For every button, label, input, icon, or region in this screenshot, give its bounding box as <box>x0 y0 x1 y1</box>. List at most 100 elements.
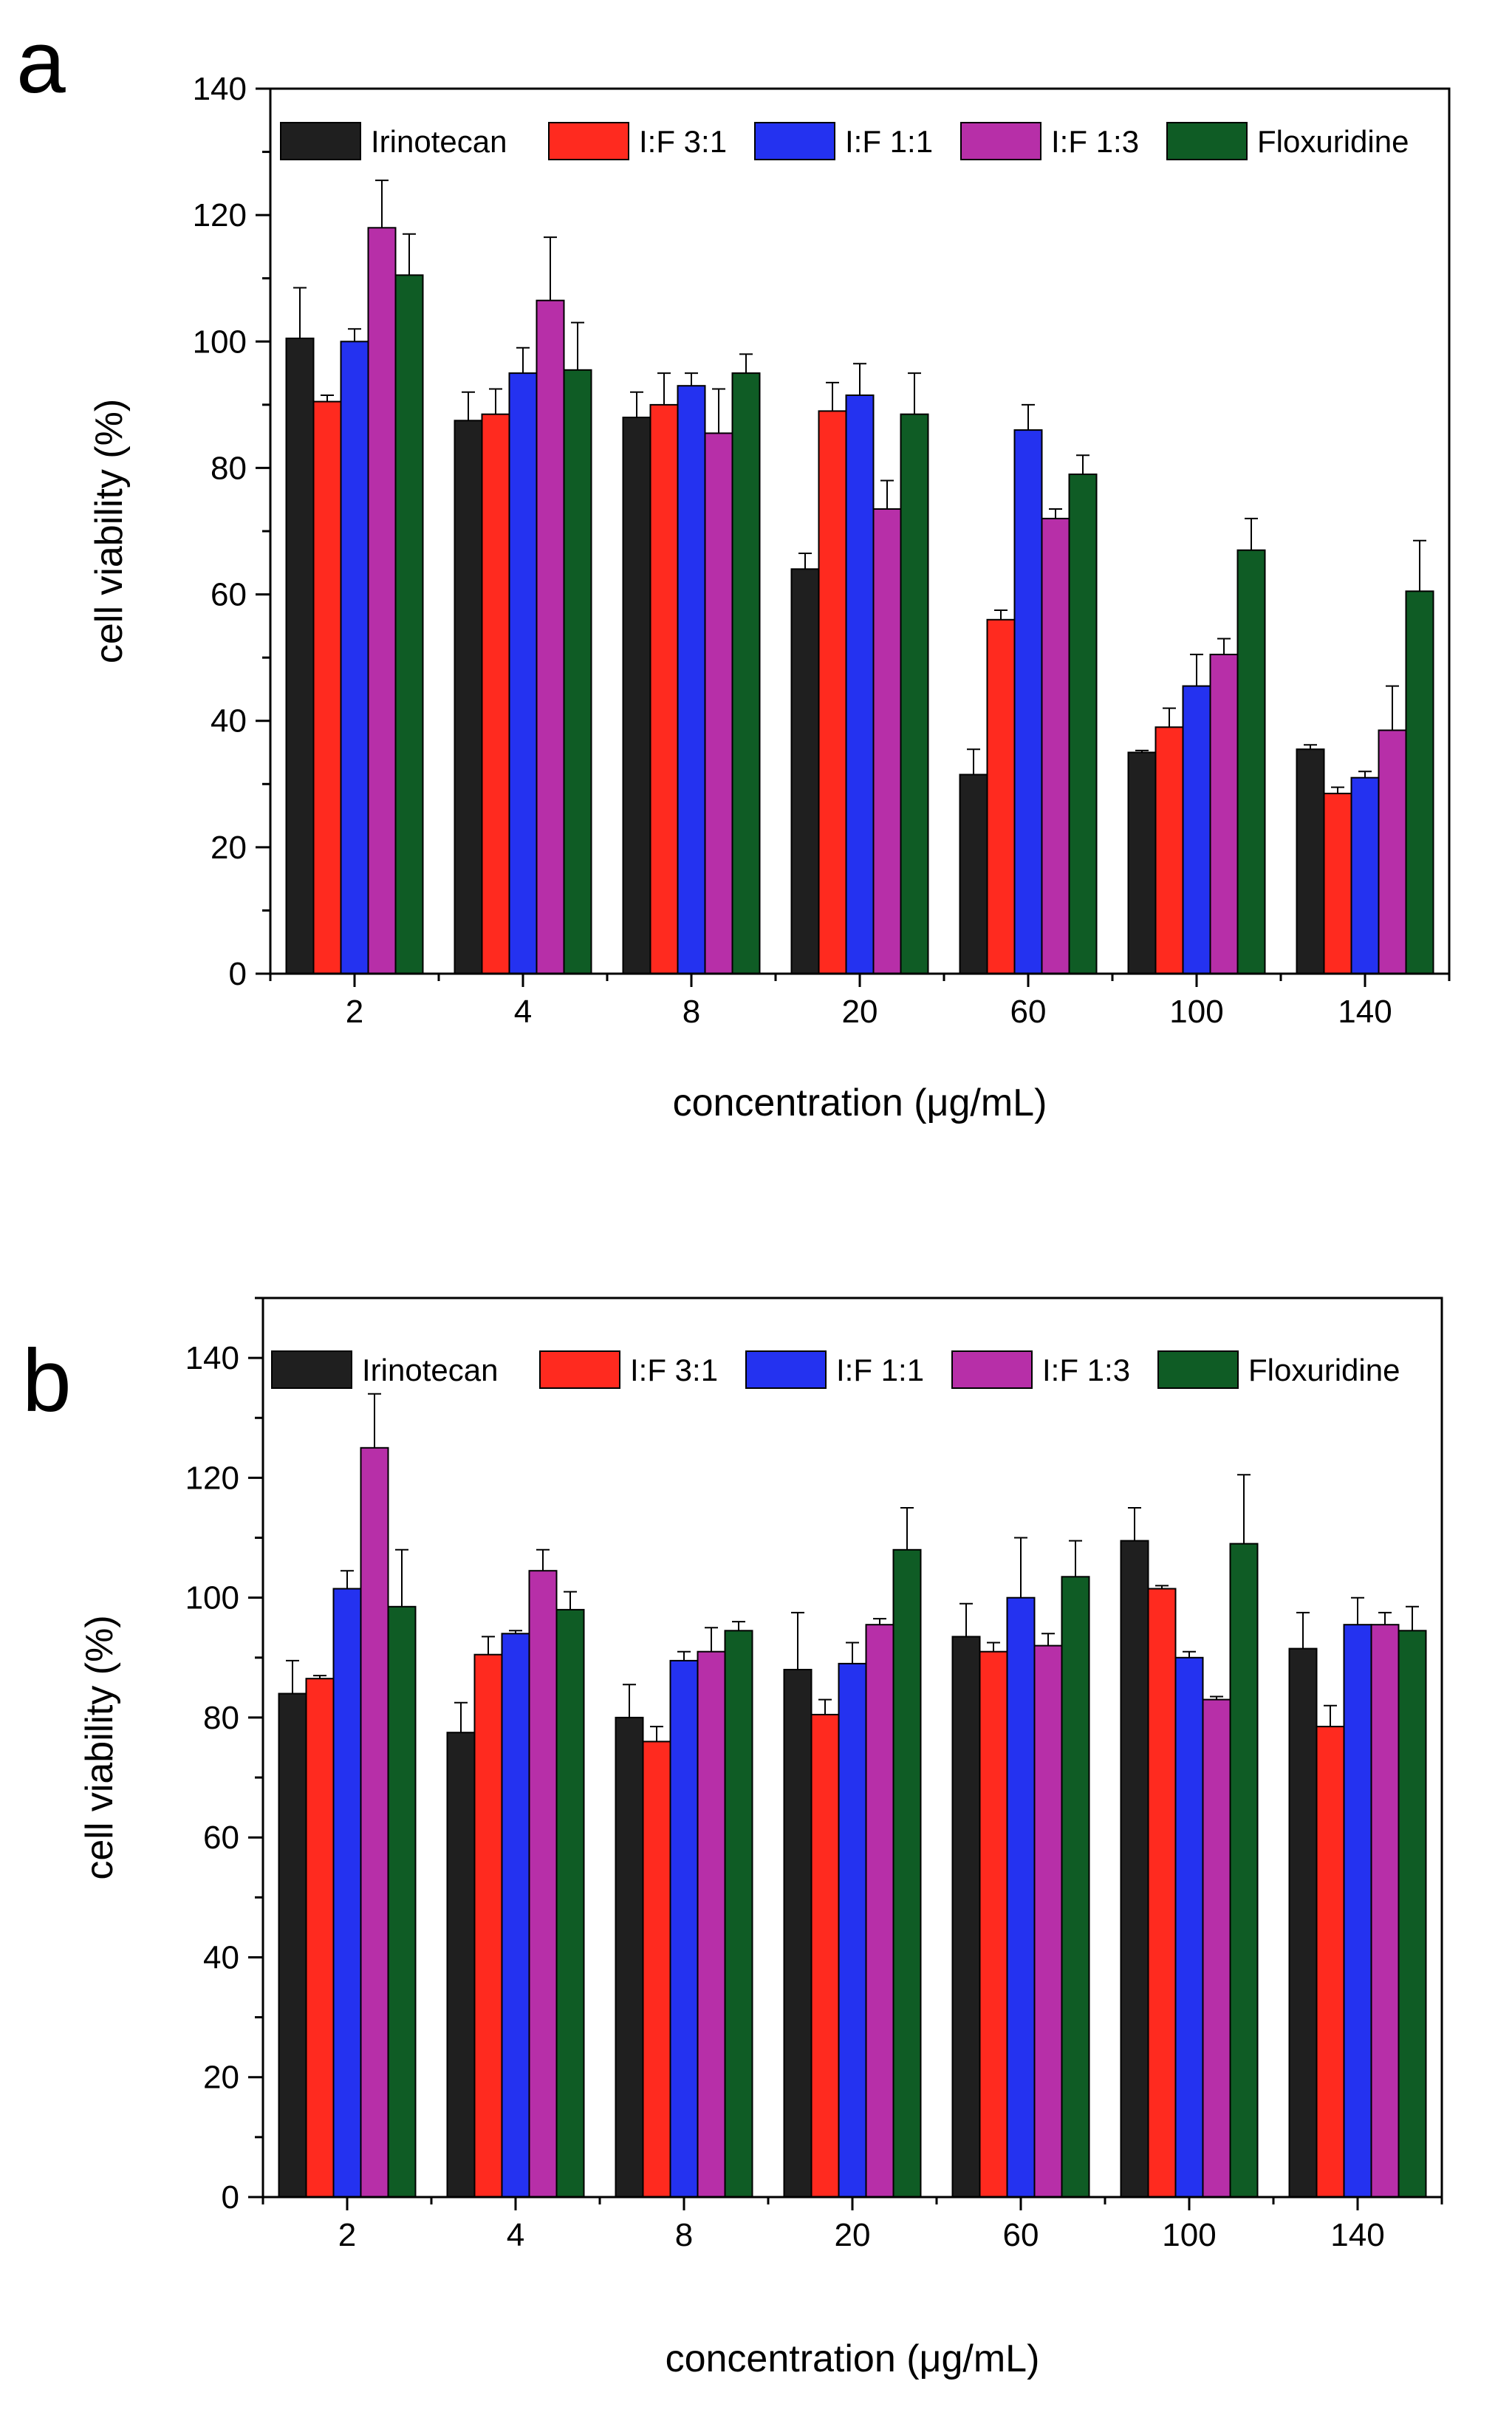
legend-label: Floxuridine <box>1248 1353 1400 1387</box>
y-tick-label: 140 <box>185 1340 239 1376</box>
legend-swatch <box>745 1350 827 1389</box>
bar <box>508 372 538 975</box>
x-tick-label: 8 <box>675 2217 693 2253</box>
y-axis-title: cell viability (%) <box>88 399 131 663</box>
bar <box>1343 1624 1372 2198</box>
bar <box>340 341 369 974</box>
bar <box>1006 1596 1036 2198</box>
y-tick-label: 60 <box>203 1820 239 1856</box>
x-tick-label: 2 <box>346 994 363 1030</box>
bar <box>1236 549 1266 974</box>
legend-swatch <box>960 122 1041 160</box>
bar <box>481 413 510 974</box>
bar <box>979 1650 1008 2198</box>
bar <box>1033 1644 1063 2199</box>
bar <box>865 1624 894 2198</box>
y-tick-label: 80 <box>203 1700 239 1736</box>
legend-label: I:F 1:1 <box>836 1353 924 1387</box>
bar <box>724 1630 753 2199</box>
y-tick-label: 20 <box>203 2060 239 2096</box>
bar <box>1316 1726 1345 2199</box>
x-tick-label: 60 <box>1003 2217 1039 2253</box>
x-tick-label: 60 <box>1010 994 1047 1030</box>
legend-swatch <box>280 122 361 160</box>
bar <box>1405 590 1434 974</box>
bar <box>1370 1624 1400 2198</box>
bar <box>1323 793 1352 974</box>
bar <box>446 1732 476 2198</box>
legend-swatch <box>754 122 835 160</box>
x-tick-label: 4 <box>507 2217 524 2253</box>
bar <box>1041 517 1070 974</box>
x-tick-label: 20 <box>835 2217 871 2253</box>
bar <box>1182 685 1211 974</box>
bar <box>900 413 929 974</box>
legend-swatch <box>1157 1350 1239 1389</box>
bar <box>1147 1588 1177 2198</box>
chart-panel-b: b 0 20 40 60 80 100 120 140 2 4 8 20 60 100 140 concent… <box>22 1297 1443 2380</box>
bar <box>845 394 875 974</box>
x-tick-label: 140 <box>1338 994 1392 1030</box>
bar <box>285 338 315 974</box>
bar <box>555 1608 585 2198</box>
bar <box>677 385 706 974</box>
bar <box>1209 653 1239 975</box>
bar <box>783 1669 813 2198</box>
bar <box>810 1713 840 2198</box>
bar <box>1013 429 1043 974</box>
bar <box>1378 729 1407 974</box>
bar <box>454 420 483 975</box>
bar <box>305 1678 335 2198</box>
bar <box>669 1659 699 2198</box>
bar <box>1154 726 1184 974</box>
legend-swatch <box>548 122 629 160</box>
bar <box>649 403 679 974</box>
y-tick-label: 120 <box>193 197 247 233</box>
bar <box>473 1653 503 2198</box>
y-tick-label: 60 <box>211 577 247 613</box>
bar <box>951 1636 981 2198</box>
panel-letter-b: b <box>22 1331 72 1430</box>
bar <box>1202 1698 1231 2199</box>
legend-swatch <box>1166 122 1248 160</box>
panel-letter-a: a <box>16 13 66 112</box>
bar <box>704 432 733 974</box>
bar <box>1398 1630 1427 2199</box>
legend-swatch <box>539 1350 620 1389</box>
bar <box>1127 751 1157 974</box>
bar <box>731 372 761 975</box>
x-axis-title: concentration (μg/mL) <box>666 2337 1040 2380</box>
legend-label: Irinotecan <box>362 1353 498 1387</box>
y-tick-label: 140 <box>193 71 247 107</box>
legend-swatch <box>951 1350 1033 1389</box>
bar <box>642 1741 671 2198</box>
y-tick-label: 40 <box>203 1939 239 1975</box>
legend-label: I:F 1:1 <box>845 124 933 159</box>
bar <box>818 410 847 974</box>
bar <box>1296 748 1325 974</box>
y-tick-label: 100 <box>185 1580 239 1616</box>
bar <box>528 1570 558 2198</box>
x-tick-label: 2 <box>338 2217 356 2253</box>
x-tick-label: 4 <box>514 994 532 1030</box>
bar <box>1288 1647 1318 2199</box>
chart-panel-a: a 0 20 40 60 80 100 120 140 2 4 8 20 60 100 140 concent… <box>16 13 1451 1124</box>
y-tick-label: 100 <box>193 324 247 360</box>
bar <box>278 1692 307 2198</box>
y-tick-label: 20 <box>211 830 247 866</box>
bar <box>394 274 424 974</box>
x-tick-label: 100 <box>1162 2217 1216 2253</box>
bar <box>615 1716 644 2198</box>
bar <box>872 508 902 974</box>
y-axis-title: cell viability (%) <box>78 1615 121 1879</box>
bar <box>387 1605 417 2199</box>
legend-label: I:F 3:1 <box>639 124 727 159</box>
bar <box>1068 474 1098 974</box>
x-tick-label: 140 <box>1330 2217 1384 2253</box>
legend-label: Floxuridine <box>1257 124 1409 159</box>
legend-label: I:F 1:3 <box>1051 124 1139 159</box>
y-tick-label: 80 <box>211 450 247 486</box>
x-axis-title: concentration (μg/mL) <box>673 1082 1047 1124</box>
bar <box>986 618 1016 974</box>
bar <box>501 1633 530 2199</box>
